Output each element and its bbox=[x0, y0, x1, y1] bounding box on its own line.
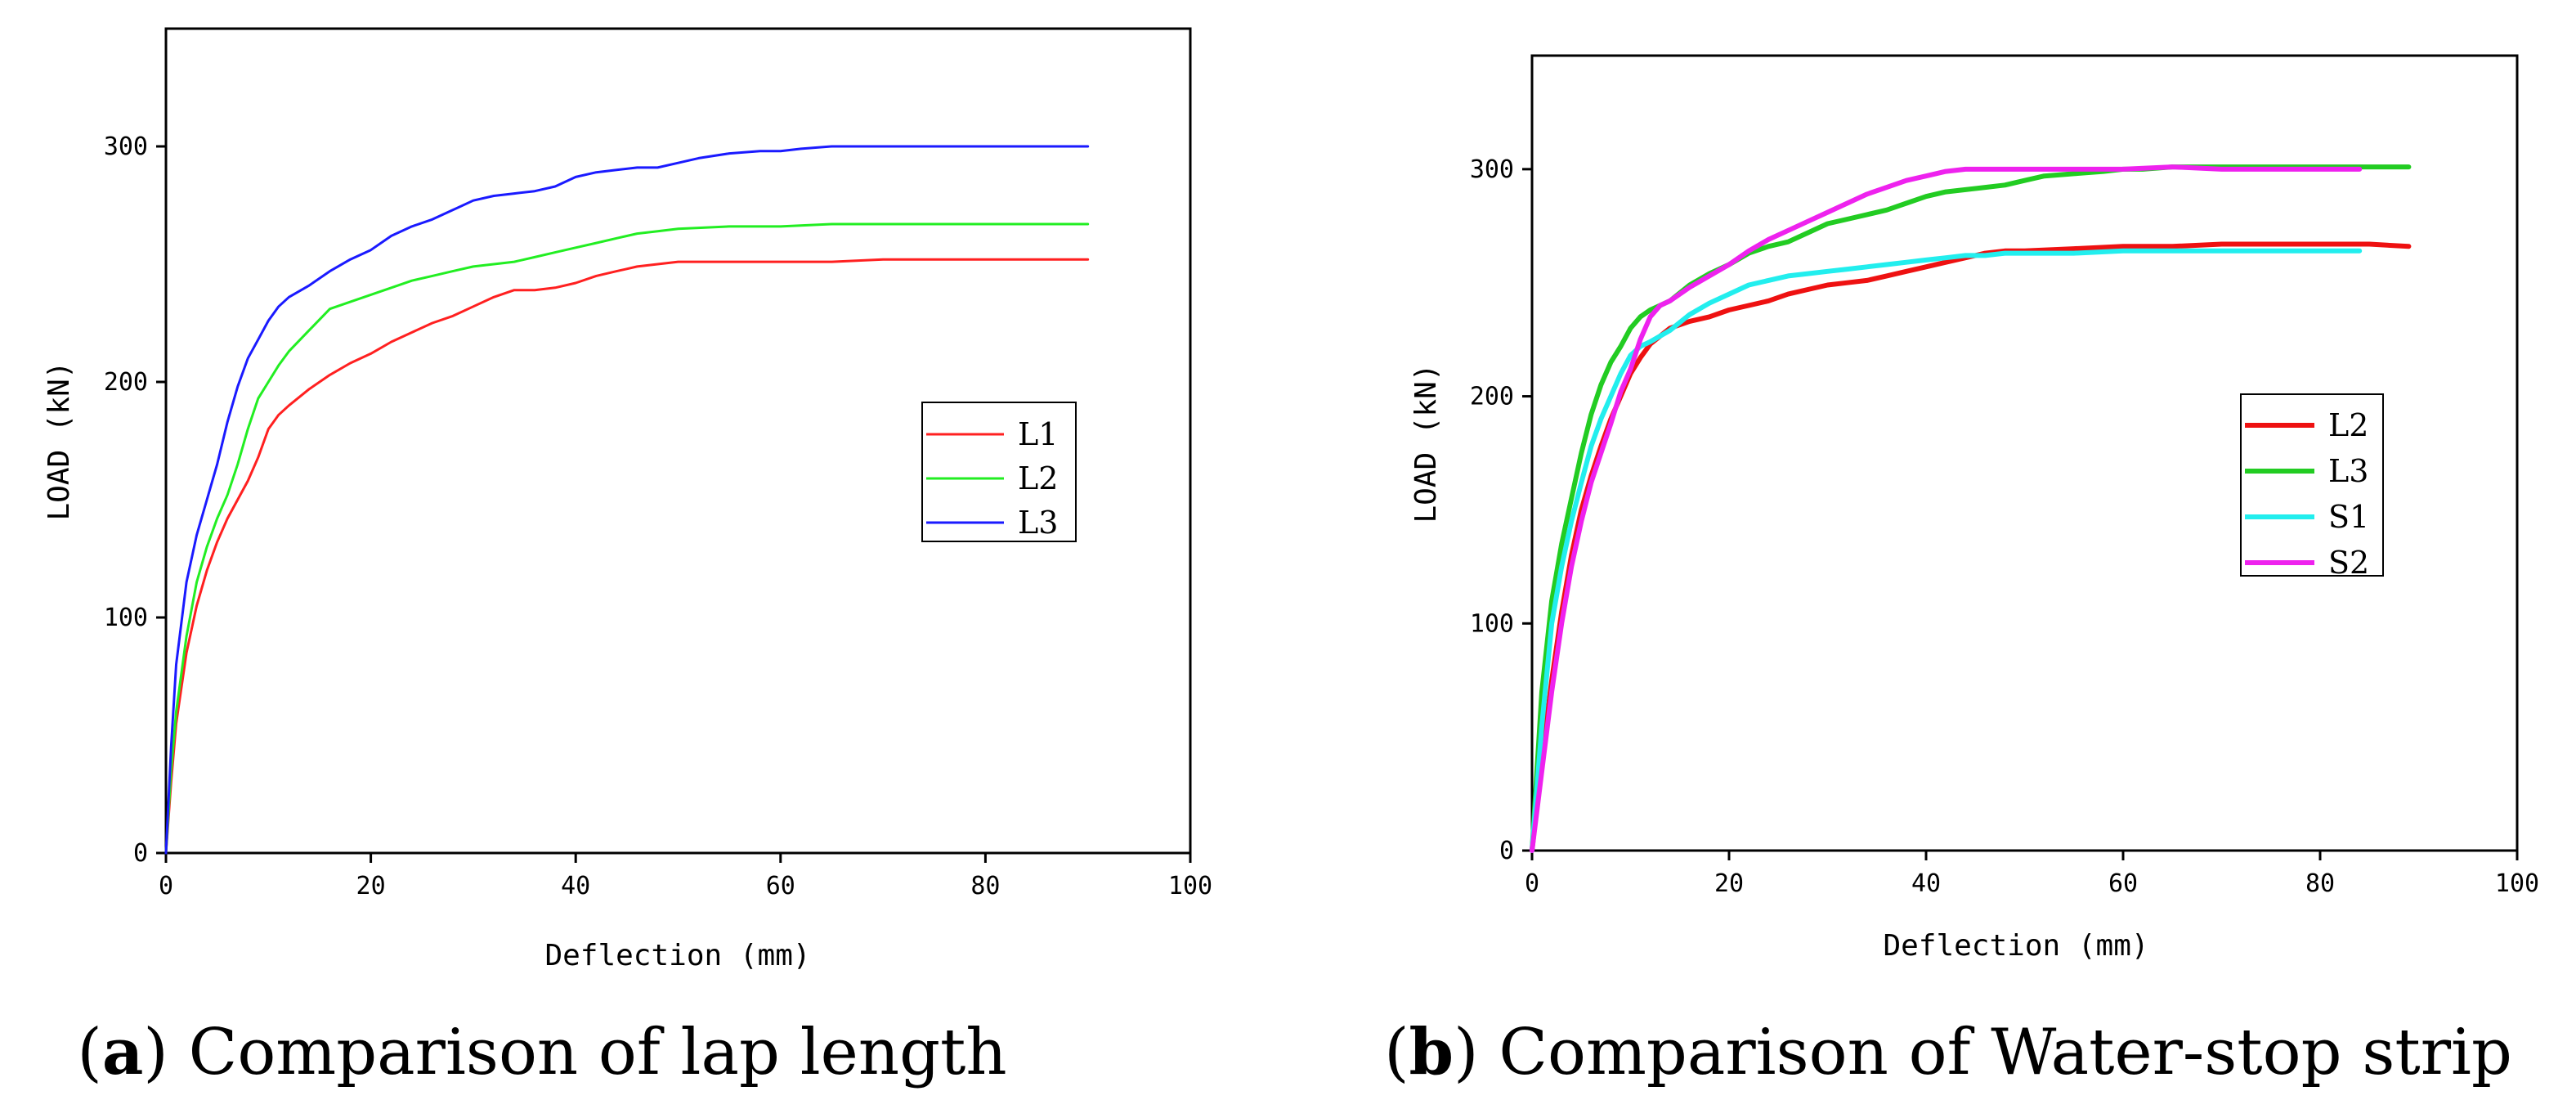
y-axis-title-b: LOAD (kN) bbox=[1409, 363, 1443, 523]
series-line-a-l1 bbox=[164, 258, 1090, 855]
legend-label-a-l1: L1 bbox=[1018, 416, 1058, 452]
caption-a: (a) Comparison of lap length bbox=[77, 1015, 1006, 1089]
y-tick-label-b-100: 100 bbox=[1470, 609, 1514, 638]
x-tick-label-b-0: 0 bbox=[1525, 869, 1539, 898]
series-line-b-s2 bbox=[1530, 164, 2363, 853]
series-line-a-l2 bbox=[164, 222, 1090, 855]
legend-label-b-l3: L3 bbox=[2328, 453, 2368, 489]
caption-letter-b: b bbox=[1409, 1015, 1454, 1089]
caption-text-b: Comparison of Water-stop strip bbox=[1499, 1016, 2512, 1089]
caption-text-a: Comparison of lap length bbox=[189, 1016, 1007, 1089]
x-tick-label-b-80: 80 bbox=[2305, 869, 2335, 898]
legend-label-b-s1: S1 bbox=[2328, 499, 2369, 535]
chart-panel-b: 0 20 40 60 80 100 0 100 200 300 Deflection (mm) L… bbox=[1384, 54, 2539, 1089]
x-tick-label-b-60: 60 bbox=[2108, 869, 2138, 898]
x-tick-label-b-100: 100 bbox=[2495, 869, 2539, 898]
series-line-b-s1 bbox=[1530, 248, 2363, 853]
legend-label-b-l2: L2 bbox=[2328, 407, 2368, 443]
legend-label-a-l3: L3 bbox=[1018, 505, 1058, 541]
legend-a: L1 L2 L3 bbox=[921, 402, 1077, 542]
ticks-a: 0 20 40 60 80 100 0 100 200 300 bbox=[104, 132, 1212, 900]
x-tick-label-a-20: 20 bbox=[356, 872, 386, 900]
x-tick-label-a-100: 100 bbox=[1168, 872, 1212, 900]
y-tick-label-a-300: 300 bbox=[104, 132, 148, 161]
x-axis-title-b: Deflection (mm) bbox=[1883, 929, 2148, 963]
y-tick-label-a-0: 0 bbox=[133, 839, 148, 868]
x-tick-label-b-20: 20 bbox=[1714, 869, 1744, 898]
x-tick-label-a-0: 0 bbox=[159, 872, 173, 900]
x-tick-label-a-80: 80 bbox=[970, 872, 1000, 900]
x-tick-label-a-60: 60 bbox=[766, 872, 795, 900]
caption-letter-a: a bbox=[102, 1015, 144, 1089]
caption-b: (b) Comparison of Water-stop strip bbox=[1384, 1015, 2512, 1089]
series-lines-a bbox=[164, 145, 1090, 855]
ticks-b: 0 20 40 60 80 100 0 100 200 300 bbox=[1470, 155, 2539, 898]
y-tick-label-a-100: 100 bbox=[104, 604, 148, 632]
y-tick-label-b-200: 200 bbox=[1470, 383, 1514, 411]
x-tick-label-b-40: 40 bbox=[1911, 869, 1941, 898]
y-axis-title-a: LOAD (kN) bbox=[43, 361, 76, 520]
y-tick-label-a-200: 200 bbox=[104, 368, 148, 397]
y-tick-label-b-300: 300 bbox=[1470, 155, 1514, 184]
chart-panel-a: 0 20 40 60 80 100 0 100 200 300 Deflection (mm) L… bbox=[43, 27, 1212, 1089]
series-line-a-l3 bbox=[164, 145, 1090, 855]
x-axis-title-a: Deflection (mm) bbox=[544, 939, 810, 972]
y-tick-label-b-0: 0 bbox=[1499, 837, 1514, 865]
legend-box-a bbox=[921, 402, 1077, 542]
legend-label-b-s2: S2 bbox=[2328, 545, 2369, 581]
x-tick-label-a-40: 40 bbox=[561, 872, 590, 900]
legend-b: L2 L3 S1 S2 bbox=[2240, 393, 2384, 581]
legend-label-a-l2: L2 bbox=[1018, 460, 1058, 496]
series-lines-b bbox=[1530, 164, 2412, 853]
